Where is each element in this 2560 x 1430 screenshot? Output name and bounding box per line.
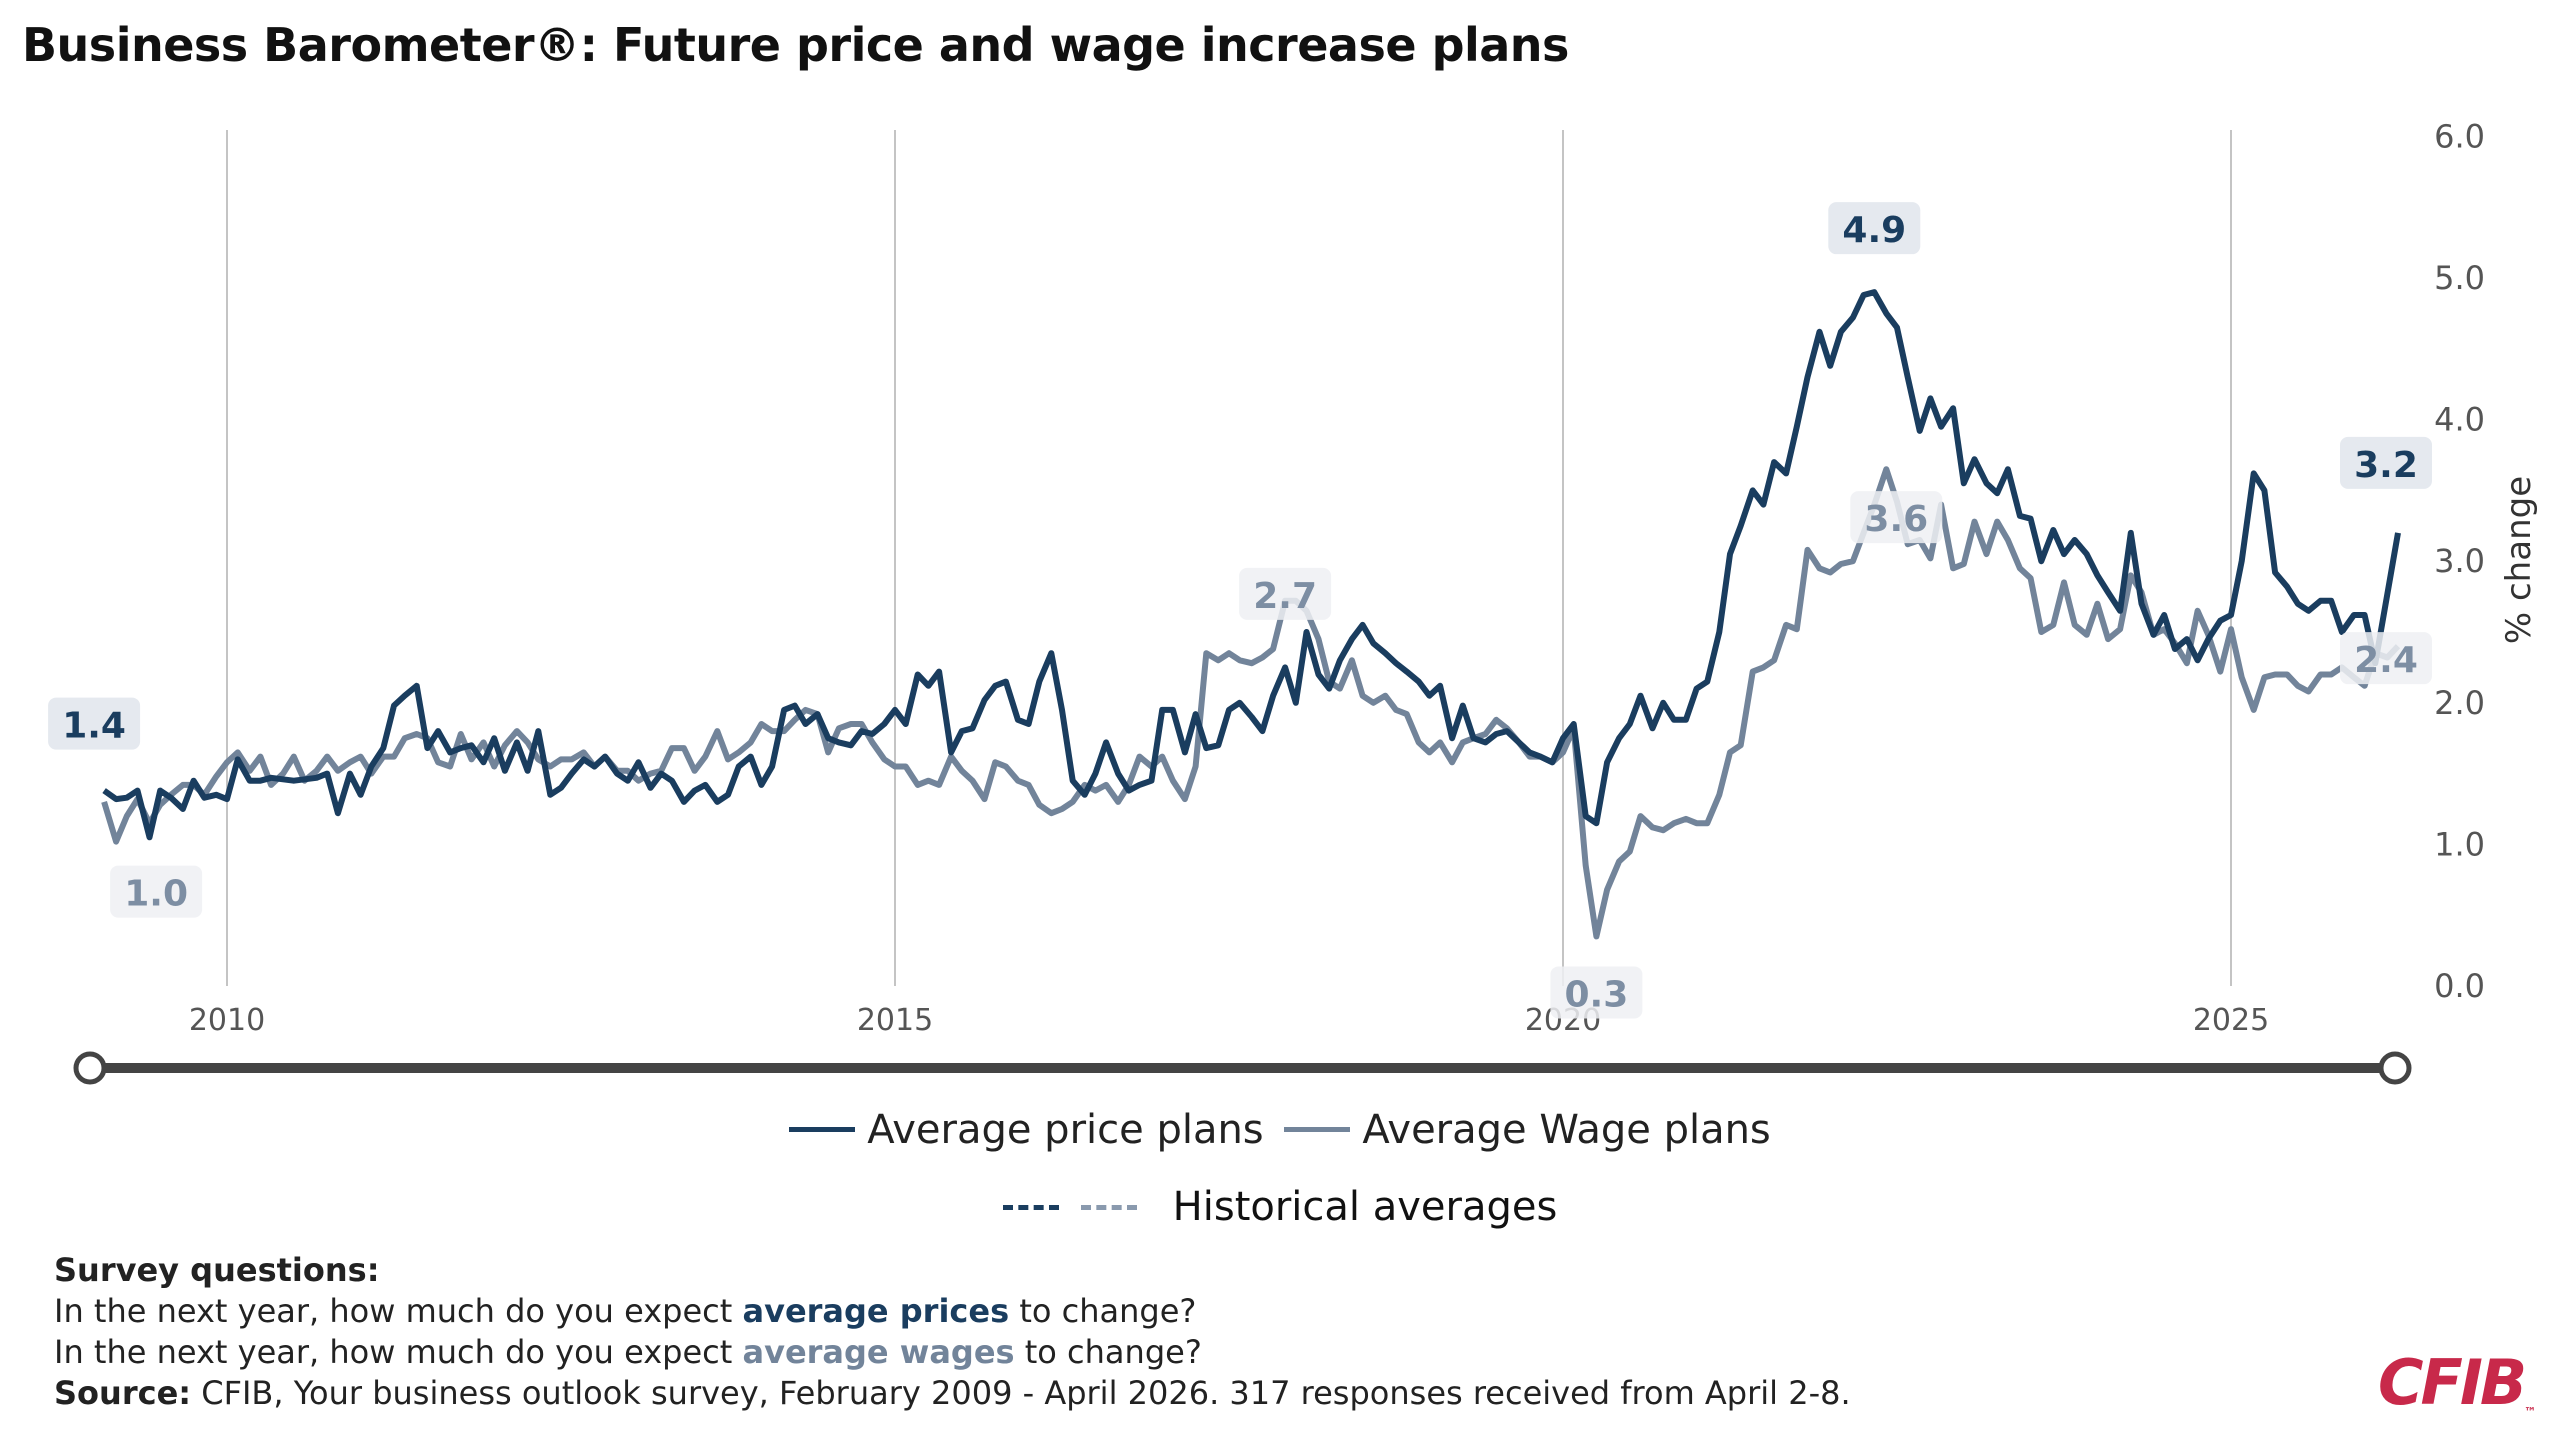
q1-highlight: average prices (742, 1292, 1010, 1330)
x-tick-label: 2010 (189, 1003, 265, 1038)
data-label-wage: 3.6 (1850, 491, 1943, 544)
data-label-text: 3.6 (1864, 499, 1928, 540)
range-slider-start-handle[interactable] (73, 1051, 107, 1085)
data-label-text: 2.7 (1253, 576, 1317, 617)
x-tick-label: 2025 (2193, 1003, 2269, 1038)
y-tick-label: 1.0 (2434, 825, 2485, 863)
data-labels: 1.4 1.0 2.7 0.3 4.9 3.6 3.2 2.4 (48, 202, 2432, 1019)
q2-prefix: In the next year, how much do you expect (54, 1333, 743, 1371)
y-axis-label: % change (2499, 476, 2539, 644)
y-tick-label: 0.0 (2434, 967, 2485, 1005)
legend-dash-wage (1080, 1204, 1137, 1210)
data-label-box (2340, 436, 2432, 489)
y-tick-label: 4.0 (2434, 401, 2485, 439)
legend-label-wage: Average Wage plans (1362, 1106, 1771, 1153)
data-label-box (1550, 966, 1643, 1019)
data-label-text: 1.4 (62, 706, 126, 747)
y-tick-label: 6.0 (2434, 117, 2485, 155)
data-label-box (1239, 567, 1332, 620)
logo-text: CFIB (2378, 1346, 2527, 1419)
legend-item-wage[interactable]: Average Wage plans (1284, 1106, 1771, 1153)
data-label-price: 4.9 (1828, 202, 1921, 255)
legend-label-price: Average price plans (867, 1106, 1264, 1153)
series-line-price[interactable] (102, 289, 2401, 841)
data-label-box (110, 865, 203, 918)
gridlines (226, 130, 2232, 986)
data-label-text: 4.9 (1842, 210, 1906, 251)
range-slider[interactable] (73, 1051, 2412, 1085)
source-note: Source: CFIB, Your business outlook surv… (54, 1373, 1851, 1414)
legend-historical[interactable]: Historical averages (0, 1182, 2560, 1230)
y-axis-ticks: 0.0 1.0 2.0 3.0 4.0 5.0 6.0 (2434, 117, 2485, 1005)
x-tick-label: 2015 (857, 1003, 933, 1038)
q2-highlight: average wages (742, 1333, 1015, 1371)
q1-prefix: In the next year, how much do you expect (54, 1292, 743, 1330)
footer-notes: Survey questions: In the next year, how … (54, 1250, 1851, 1414)
cfib-logo: CFIB™ (2378, 1346, 2536, 1419)
data-label-wage: 2.7 (1239, 567, 1332, 620)
legend-swatch-wage (1284, 1127, 1351, 1132)
data-label-text: 0.3 (1565, 974, 1629, 1015)
survey-question-prices: In the next year, how much do you expect… (54, 1291, 1851, 1332)
legend-label-historical: Historical averages (1172, 1184, 1558, 1230)
data-label-price: 1.4 (48, 697, 141, 750)
logo-tm: ™ (2524, 1405, 2537, 1419)
series-line-wage[interactable] (101, 466, 2401, 940)
y-tick-label: 5.0 (2434, 259, 2485, 297)
data-label-text: 2.4 (2354, 640, 2418, 681)
source-text: CFIB, Your business outlook survey, Febr… (191, 1374, 1851, 1412)
data-label-box (1850, 491, 1943, 544)
survey-question-wages: In the next year, how much do you expect… (54, 1332, 1851, 1373)
range-slider-end-handle[interactable] (2378, 1051, 2412, 1085)
source-label: Source: (54, 1374, 192, 1412)
y-tick-label: 3.0 (2434, 542, 2485, 580)
x-axis-ticks: 2010 2015 2020 2025 (189, 1003, 2269, 1038)
data-label-text: 1.0 (124, 874, 188, 915)
legend-swatch-price (789, 1127, 856, 1132)
data-label-box (2340, 632, 2432, 685)
data-label-price: 3.2 (2340, 436, 2432, 489)
data-label-wage: 0.3 (1550, 966, 1643, 1019)
data-label-box (1828, 202, 1921, 255)
y-tick-label: 2.0 (2434, 684, 2485, 722)
data-label-wage: 2.4 (2340, 632, 2432, 685)
q1-suffix: to change? (1009, 1292, 1197, 1330)
survey-heading: Survey questions: (54, 1251, 380, 1289)
legend-dash-price (1002, 1204, 1059, 1210)
data-label-text: 3.2 (2354, 445, 2418, 486)
q2-suffix: to change? (1014, 1333, 1202, 1371)
data-label-wage: 1.0 (110, 865, 203, 918)
line-chart: 2010 2015 2020 2025 0.01.02.03.04.05.06.0 %… (48, 117, 2539, 1085)
legend: Average price plans Average Wage plans (0, 1096, 2560, 1153)
data-label-box (48, 697, 141, 750)
chart-title: Business Barometer®: Future price and wa… (22, 18, 1569, 72)
legend-item-price[interactable]: Average price plans (789, 1106, 1264, 1153)
series-lines (101, 289, 2401, 940)
